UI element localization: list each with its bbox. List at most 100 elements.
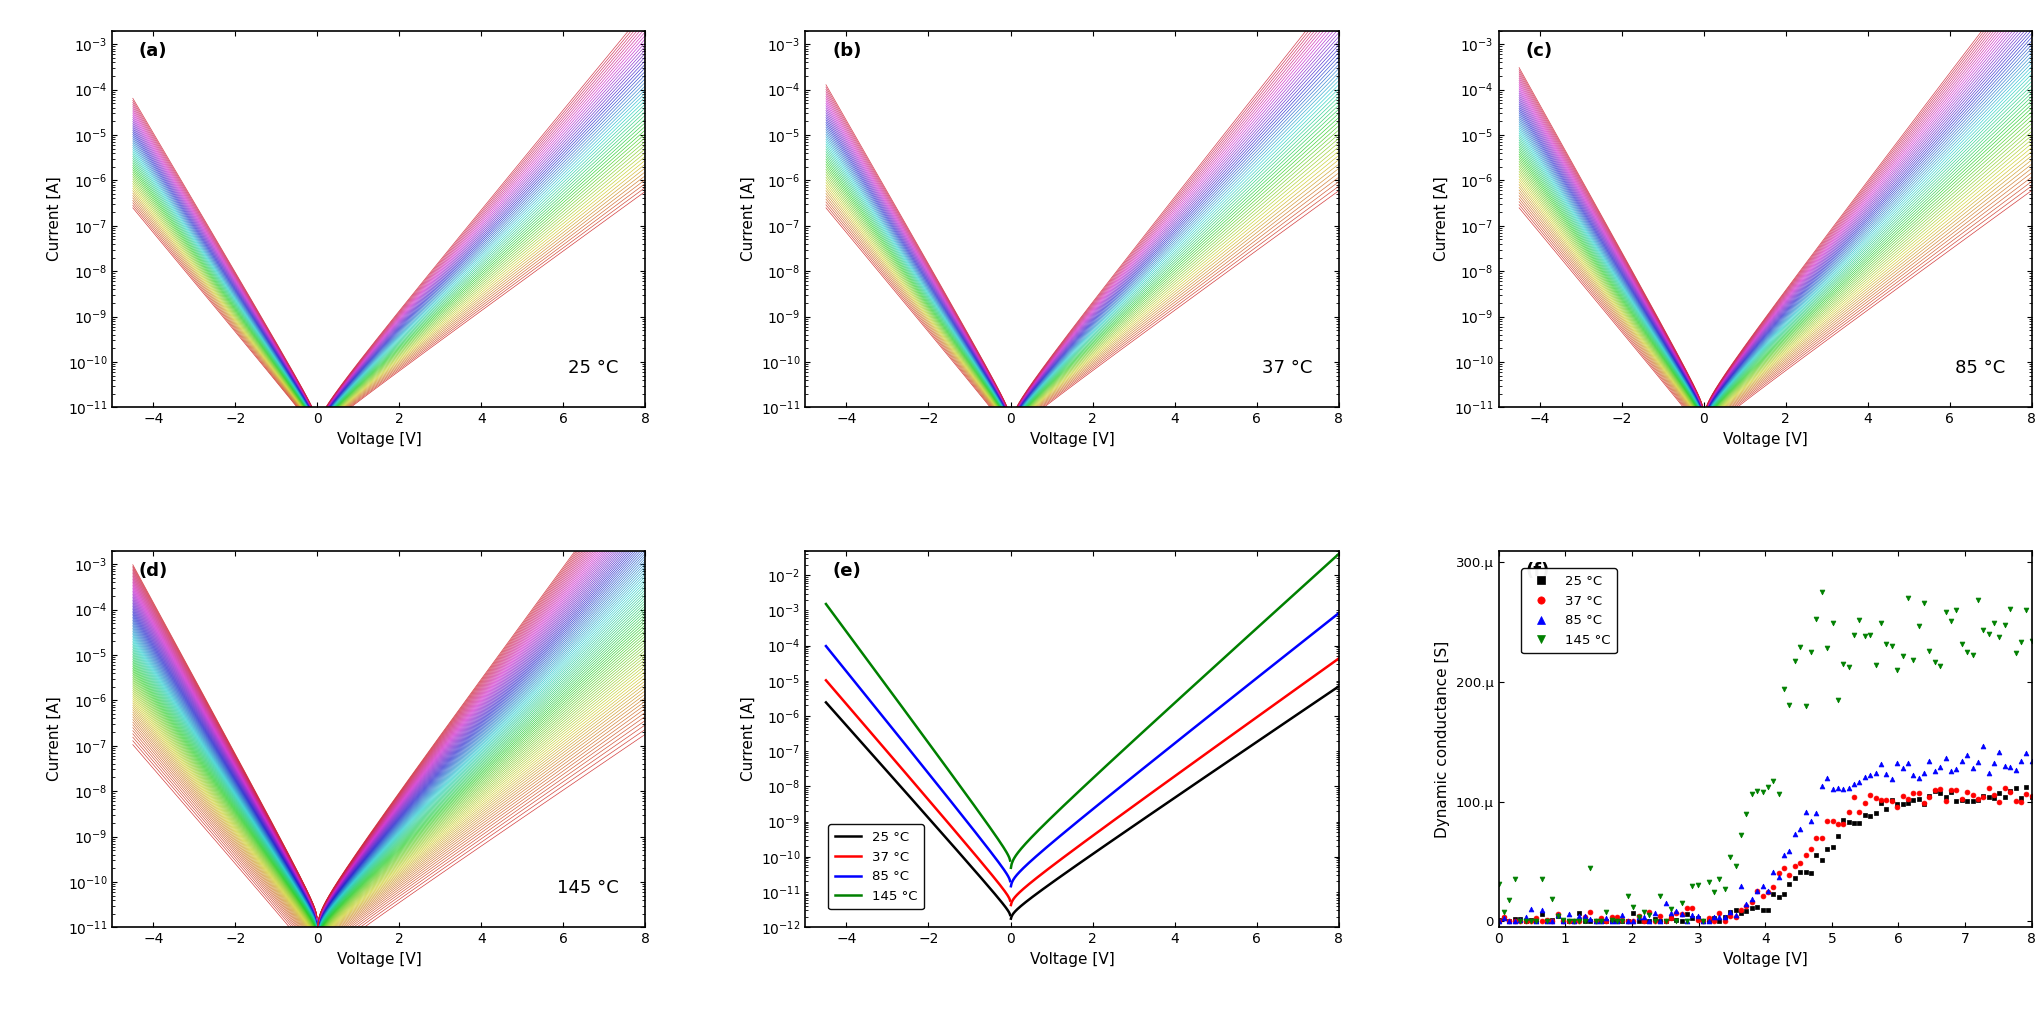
25 °C: [1615, 915, 1640, 927]
25 °C: [2020, 791, 2042, 803]
85 °C: [1611, 909, 1636, 921]
37 °C: [999, 899, 1023, 911]
Line: 145 °C: 145 °C: [1011, 554, 1340, 868]
Text: (a): (a): [139, 42, 167, 60]
37 °C: [1193, 749, 1217, 761]
Line: 145 °C: 145 °C: [1497, 589, 2034, 924]
Y-axis label: Current [A]: Current [A]: [47, 697, 61, 782]
85 °C: [1487, 915, 1511, 927]
85 °C: [1997, 761, 2022, 773]
145 °C: [2003, 646, 2028, 658]
85 °C: [1193, 714, 1217, 727]
25 °C: [999, 913, 1023, 925]
25 °C: [1082, 846, 1107, 858]
85 °C: [1217, 693, 1242, 705]
Text: 85 °C: 85 °C: [1954, 360, 2005, 377]
145 °C: [1217, 647, 1242, 659]
145 °C: [1327, 548, 1352, 560]
X-axis label: Voltage [V]: Voltage [V]: [1723, 952, 1807, 967]
85 °C: [1246, 672, 1270, 684]
85 °C: [1056, 822, 1080, 835]
X-axis label: Voltage [V]: Voltage [V]: [337, 952, 421, 967]
85 °C: [999, 880, 1023, 893]
Y-axis label: Dynamic conductance [S]: Dynamic conductance [S]: [1436, 640, 1450, 838]
145 °C: [1987, 632, 2011, 644]
25 °C: [1056, 864, 1080, 876]
Line: 25 °C: 25 °C: [1497, 785, 2034, 924]
X-axis label: Voltage [V]: Voltage [V]: [337, 432, 421, 446]
X-axis label: Voltage [V]: Voltage [V]: [1029, 952, 1115, 967]
Text: (c): (c): [1525, 42, 1552, 60]
85 °C: [1805, 807, 1830, 819]
25 °C: [1327, 681, 1352, 693]
25 °C: [1193, 771, 1217, 784]
25 °C: [1217, 754, 1242, 766]
145 °C: [1595, 906, 1619, 918]
37 °C: [1487, 915, 1511, 927]
25 °C: [2013, 781, 2038, 793]
Text: (d): (d): [139, 561, 167, 580]
37 °C: [1217, 731, 1242, 743]
Y-axis label: Current [A]: Current [A]: [741, 176, 756, 261]
Line: 25 °C: 25 °C: [1011, 687, 1340, 919]
145 °C: [1148, 711, 1172, 723]
25 °C: [1487, 914, 1511, 926]
Line: 85 °C: 85 °C: [1011, 613, 1340, 887]
Line: 85 °C: 85 °C: [1497, 743, 2034, 924]
37 °C: [1056, 847, 1080, 859]
85 °C: [1148, 750, 1172, 762]
85 °C: [1327, 607, 1352, 620]
37 °C: [1148, 782, 1172, 794]
25 °C: [1595, 915, 1619, 927]
145 °C: [1809, 586, 1834, 598]
85 °C: [1589, 915, 1613, 927]
37 °C: [1611, 913, 1636, 925]
37 °C: [1589, 912, 1613, 924]
145 °C: [999, 862, 1023, 874]
Text: (f): (f): [1525, 561, 1550, 580]
25 °C: [1997, 785, 2022, 797]
145 °C: [1615, 891, 1640, 903]
25 °C: [1766, 891, 1791, 903]
37 °C: [1246, 710, 1270, 722]
25 °C: [1809, 854, 1834, 866]
25 °C: [1246, 735, 1270, 747]
85 °C: [1760, 865, 1785, 877]
145 °C: [1487, 877, 1511, 890]
Y-axis label: Current [A]: Current [A]: [741, 697, 756, 782]
145 °C: [1082, 770, 1107, 783]
145 °C: [1193, 671, 1217, 683]
Text: (e): (e): [831, 561, 862, 580]
Line: 37 °C: 37 °C: [1497, 786, 2034, 924]
Y-axis label: Current [A]: Current [A]: [47, 176, 61, 261]
85 °C: [1983, 757, 2007, 769]
37 °C: [2020, 790, 2042, 802]
X-axis label: Voltage [V]: Voltage [V]: [1029, 432, 1115, 446]
Text: 37 °C: 37 °C: [1262, 360, 1311, 377]
37 °C: [1977, 782, 2001, 794]
25 °C: [1148, 802, 1172, 814]
Text: (b): (b): [831, 42, 862, 60]
Legend: 25 °C, 37 °C, 85 °C, 145 °C: 25 °C, 37 °C, 85 °C, 145 °C: [829, 824, 923, 909]
145 °C: [1246, 622, 1270, 634]
25 °C: [1497, 915, 1521, 927]
85 °C: [1082, 801, 1107, 813]
Line: 37 °C: 37 °C: [1011, 658, 1340, 905]
37 °C: [1997, 786, 2022, 798]
145 °C: [1766, 788, 1791, 800]
37 °C: [1327, 652, 1352, 664]
Text: 145 °C: 145 °C: [557, 879, 619, 897]
37 °C: [1082, 827, 1107, 840]
X-axis label: Voltage [V]: Voltage [V]: [1723, 432, 1807, 446]
37 °C: [1993, 782, 2017, 794]
37 °C: [1805, 833, 1830, 845]
Text: 25 °C: 25 °C: [568, 360, 619, 377]
Y-axis label: Current [A]: Current [A]: [1433, 176, 1448, 261]
145 °C: [2020, 635, 2042, 647]
85 °C: [1971, 740, 1995, 752]
25 °C: [1983, 792, 2007, 804]
145 °C: [1056, 795, 1080, 807]
145 °C: [1815, 642, 1840, 654]
Legend: 25 °C, 37 °C, 85 °C, 145 °C: 25 °C, 37 °C, 85 °C, 145 °C: [1521, 569, 1617, 653]
37 °C: [1760, 881, 1785, 894]
